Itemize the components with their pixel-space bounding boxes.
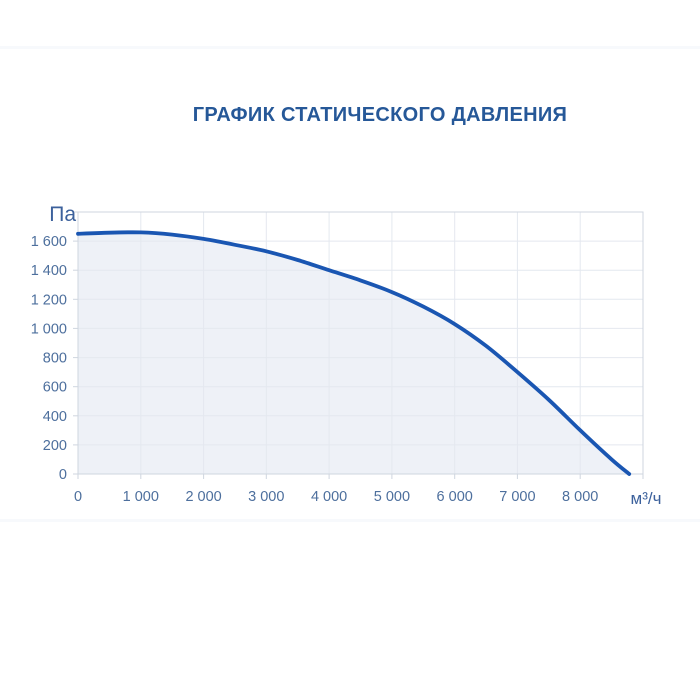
y-tick-label: 1 000 [31, 321, 67, 337]
plot-frame [77, 211, 644, 475]
axis-ticks [73, 211, 644, 479]
x-tick-label: 3 000 [248, 489, 284, 505]
x-tick-label: 8 000 [562, 489, 598, 505]
axis-labels: 0 1 000 2 000 3 000 4 000 5 000 6 000 7 000 8 00… [31, 234, 599, 505]
area-fill-shape [78, 232, 630, 474]
y-tick-label: 200 [43, 438, 67, 454]
y-tick-label: 400 [43, 409, 67, 425]
card-edge-bottom [0, 519, 700, 522]
x-tick-label: 5 000 [374, 489, 410, 505]
y-tick-label: 600 [43, 380, 67, 396]
y-tick-label: 0 [59, 467, 67, 483]
y-axis-unit-label: Па [49, 203, 76, 226]
pressure-curve [76, 230, 632, 476]
x-tick-label: 4 000 [311, 489, 347, 505]
plot-border [77, 211, 644, 475]
x-axis-unit-label: м³/ч [631, 489, 662, 508]
x-tick-label: 7 000 [499, 489, 535, 505]
x-tick-label: 6 000 [437, 489, 473, 505]
x-tick-label: 1 000 [123, 489, 159, 505]
card-edge-top [0, 46, 700, 49]
y-tick-label: 800 [43, 351, 67, 367]
y-tick-label: 1 600 [31, 234, 67, 250]
curve-path [76, 230, 632, 476]
chart-title: ГРАФИК СТАТИЧЕСКОГО ДАВЛЕНИЯ [192, 104, 568, 126]
pressure-area-fill [78, 232, 630, 474]
x-tick-label: 2 000 [185, 489, 221, 505]
y-tick-label: 1 200 [31, 292, 67, 308]
x-tick-label: 0 [74, 489, 82, 505]
y-tick-label: 1 400 [31, 263, 67, 279]
